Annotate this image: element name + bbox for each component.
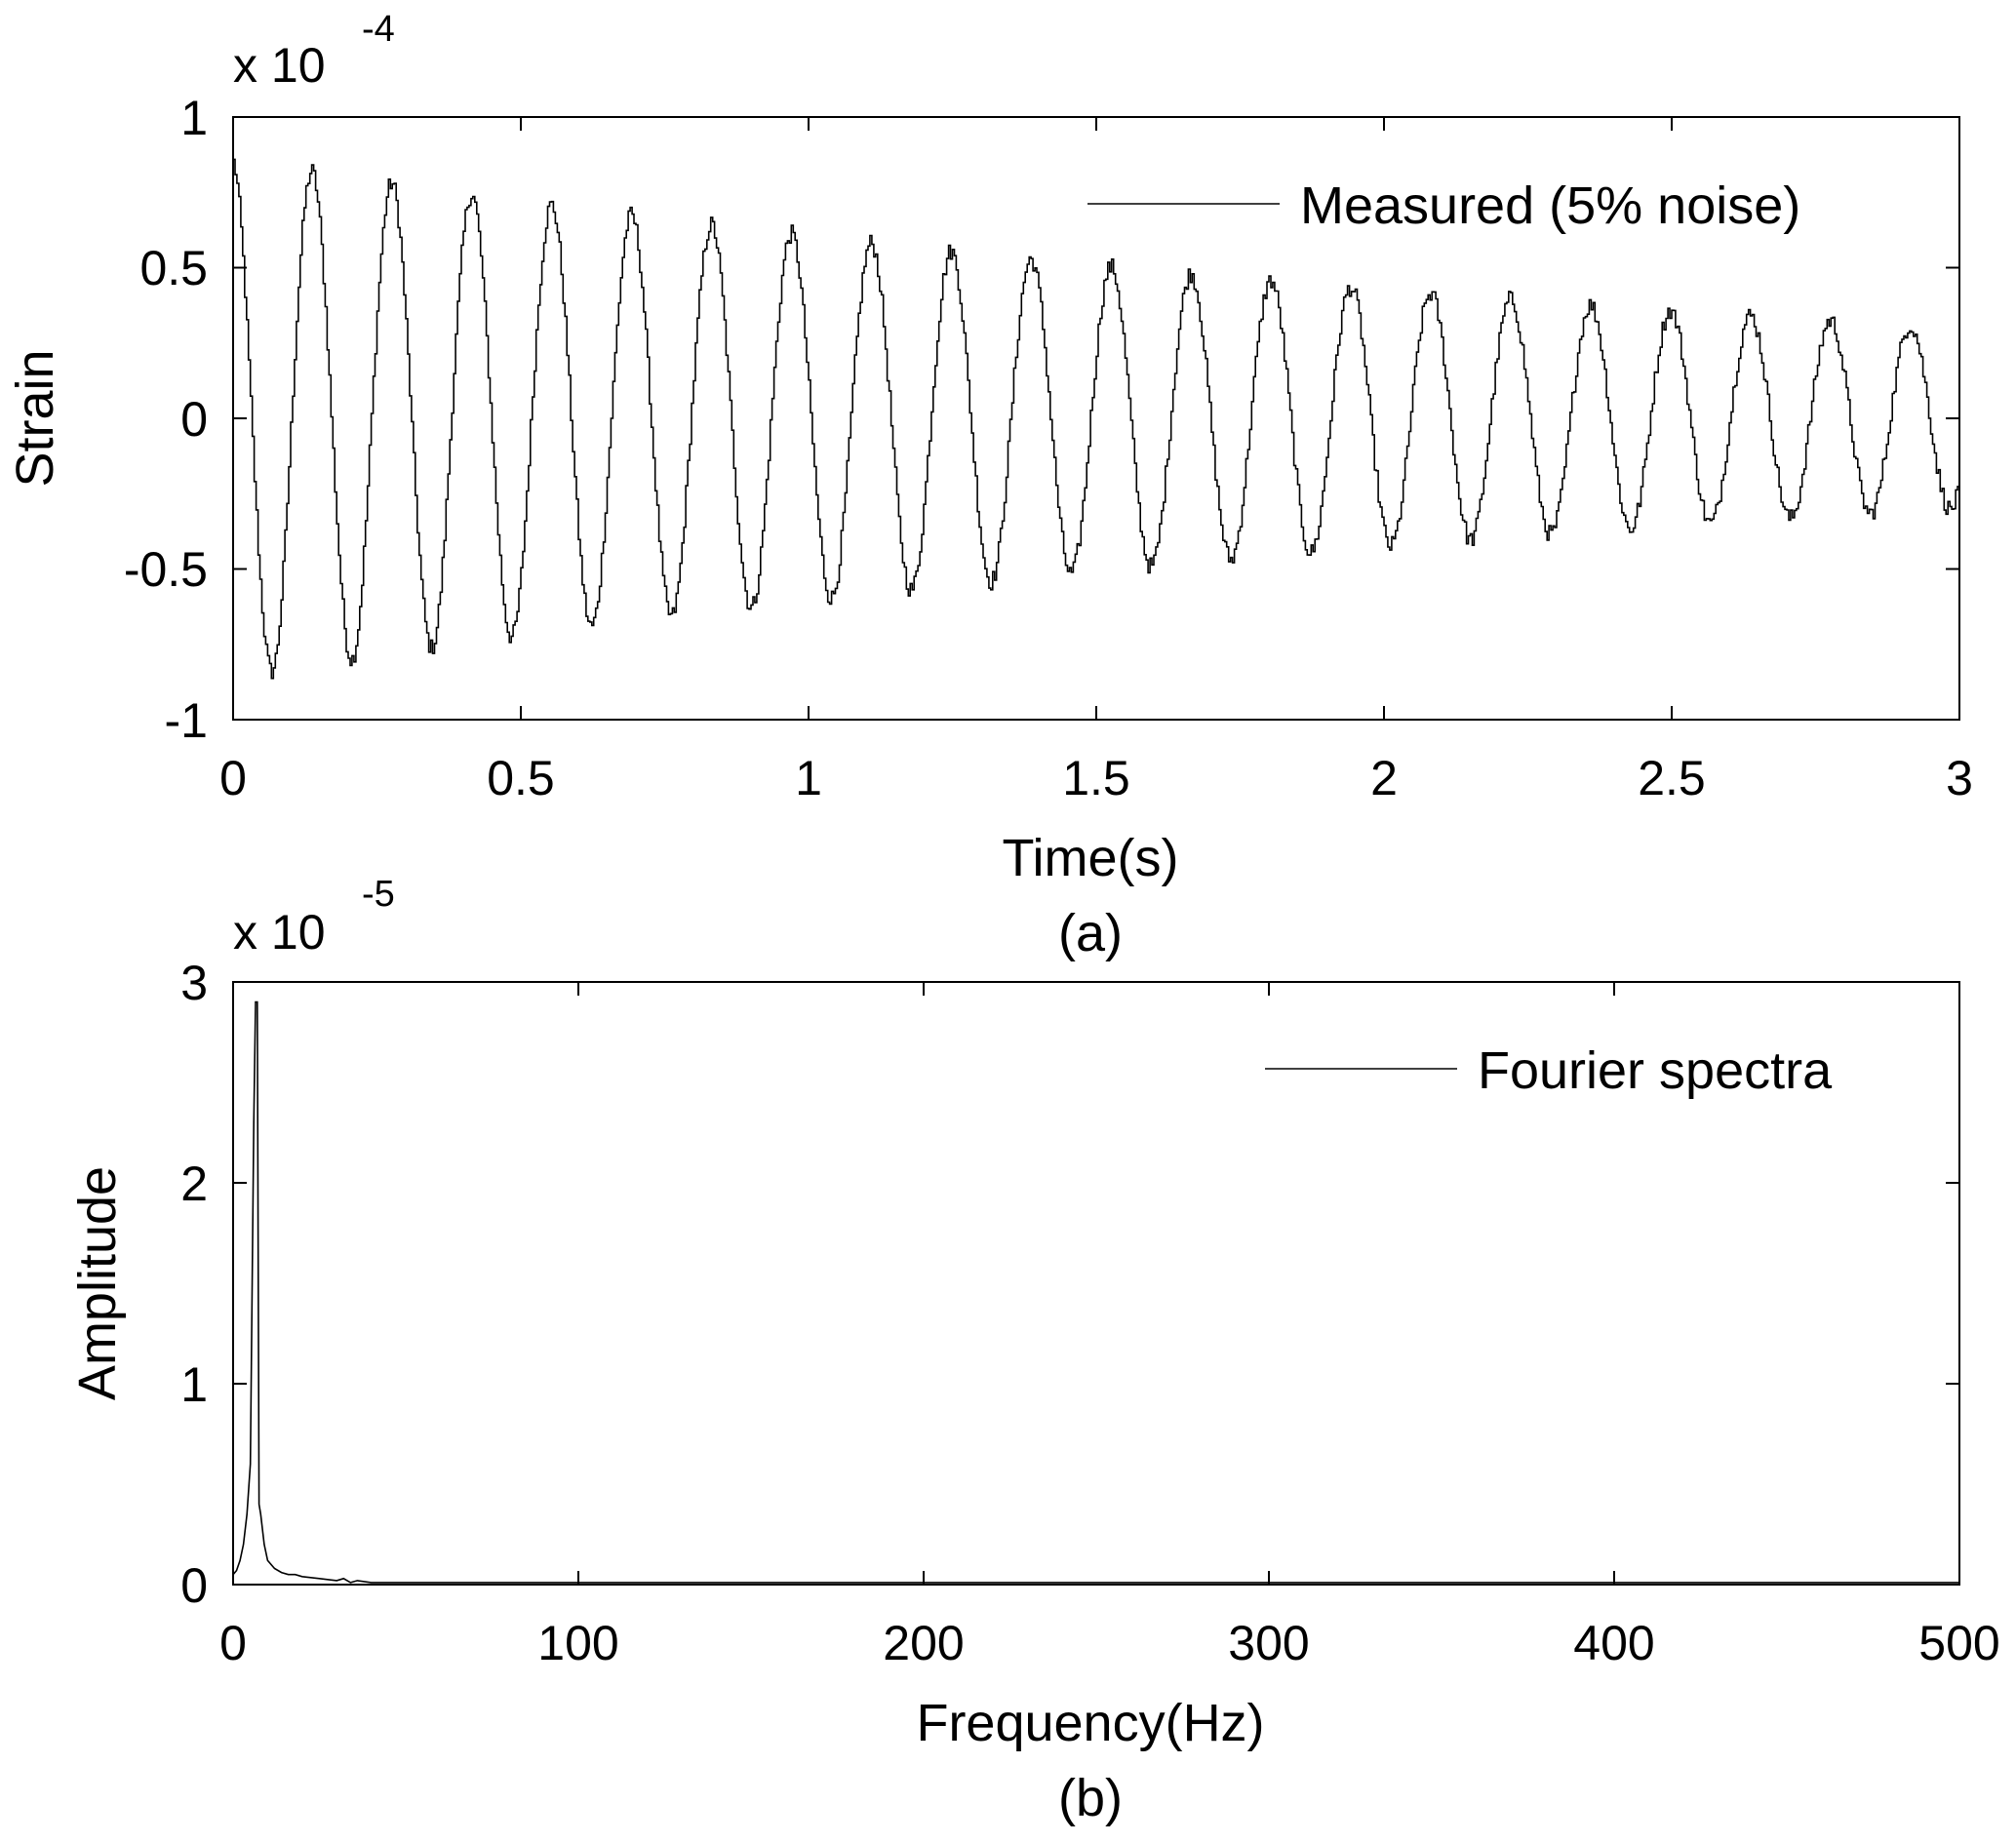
chart-b-xtick-label: 0	[219, 1616, 247, 1670]
chart-b-panel-label: (b)	[1058, 1769, 1123, 1827]
chart-b-ytick-label: 2	[180, 1157, 208, 1211]
chart-b-axes-box	[232, 981, 1960, 1586]
chart-a-xtick-label: 0	[219, 751, 247, 805]
chart-a-legend-entry: Measured (5% noise)	[1300, 176, 1800, 235]
chart-a-ytick-label: 0.5	[139, 241, 208, 295]
chart-a-ylabel: Strain	[6, 349, 64, 487]
chart-a-xlabel: Time(s)	[1003, 829, 1179, 887]
chart-a-y-exponent-base: x 10	[233, 38, 326, 93]
chart-a-ytick-label: -0.5	[124, 542, 208, 597]
chart-b-ytick-label: 0	[180, 1558, 208, 1613]
chart-b-ytick-label: 1	[180, 1357, 208, 1412]
chart-a: 1 0.5 0 -0.5 -1 0 0.5 1 1.5 2 2.5 3 x 10…	[6, 9, 1973, 962]
chart-b-xlabel: Frequency(Hz)	[916, 1694, 1264, 1752]
chart-a-xtick-label: 3	[1946, 751, 1973, 805]
chart-a-ytick-label: 1	[180, 91, 208, 145]
chart-b-series-line	[232, 1000, 1959, 1584]
chart-a-xtick-label: 0.5	[487, 751, 555, 805]
chart-b-y-exponent-power: -5	[362, 874, 395, 915]
chart-b-legend-entry: Fourier spectra	[1478, 1041, 1833, 1100]
chart-a-series-line	[233, 158, 1960, 680]
chart-b-ytick-label: 3	[180, 956, 208, 1010]
chart-a-xtick-label: 1	[795, 751, 822, 805]
chart-a-ticks	[232, 116, 1960, 721]
chart-a-y-exponent-power: -4	[362, 9, 395, 50]
chart-b: 3 2 1 0 0 100 200 300 400 500 x 10 -5 Fr…	[68, 874, 2000, 1827]
chart-a-xtick-label: 2	[1370, 751, 1398, 805]
chart-b-xtick-label: 200	[883, 1616, 964, 1670]
chart-b-y-exponent-base: x 10	[233, 905, 326, 960]
chart-b-xtick-label: 500	[1918, 1616, 1999, 1670]
chart-b-xtick-label: 100	[537, 1616, 618, 1670]
chart-a-ytick-label: 0	[180, 392, 208, 447]
chart-a-ytick-label: -1	[165, 693, 208, 748]
chart-b-xtick-label: 400	[1573, 1616, 1654, 1670]
chart-a-xtick-label: 2.5	[1638, 751, 1706, 805]
chart-a-panel-label: (a)	[1058, 904, 1123, 962]
chart-a-xtick-label: 1.5	[1062, 751, 1130, 805]
chart-b-xtick-label: 300	[1228, 1616, 1309, 1670]
chart-b-ylabel: Amplitude	[68, 1166, 127, 1400]
